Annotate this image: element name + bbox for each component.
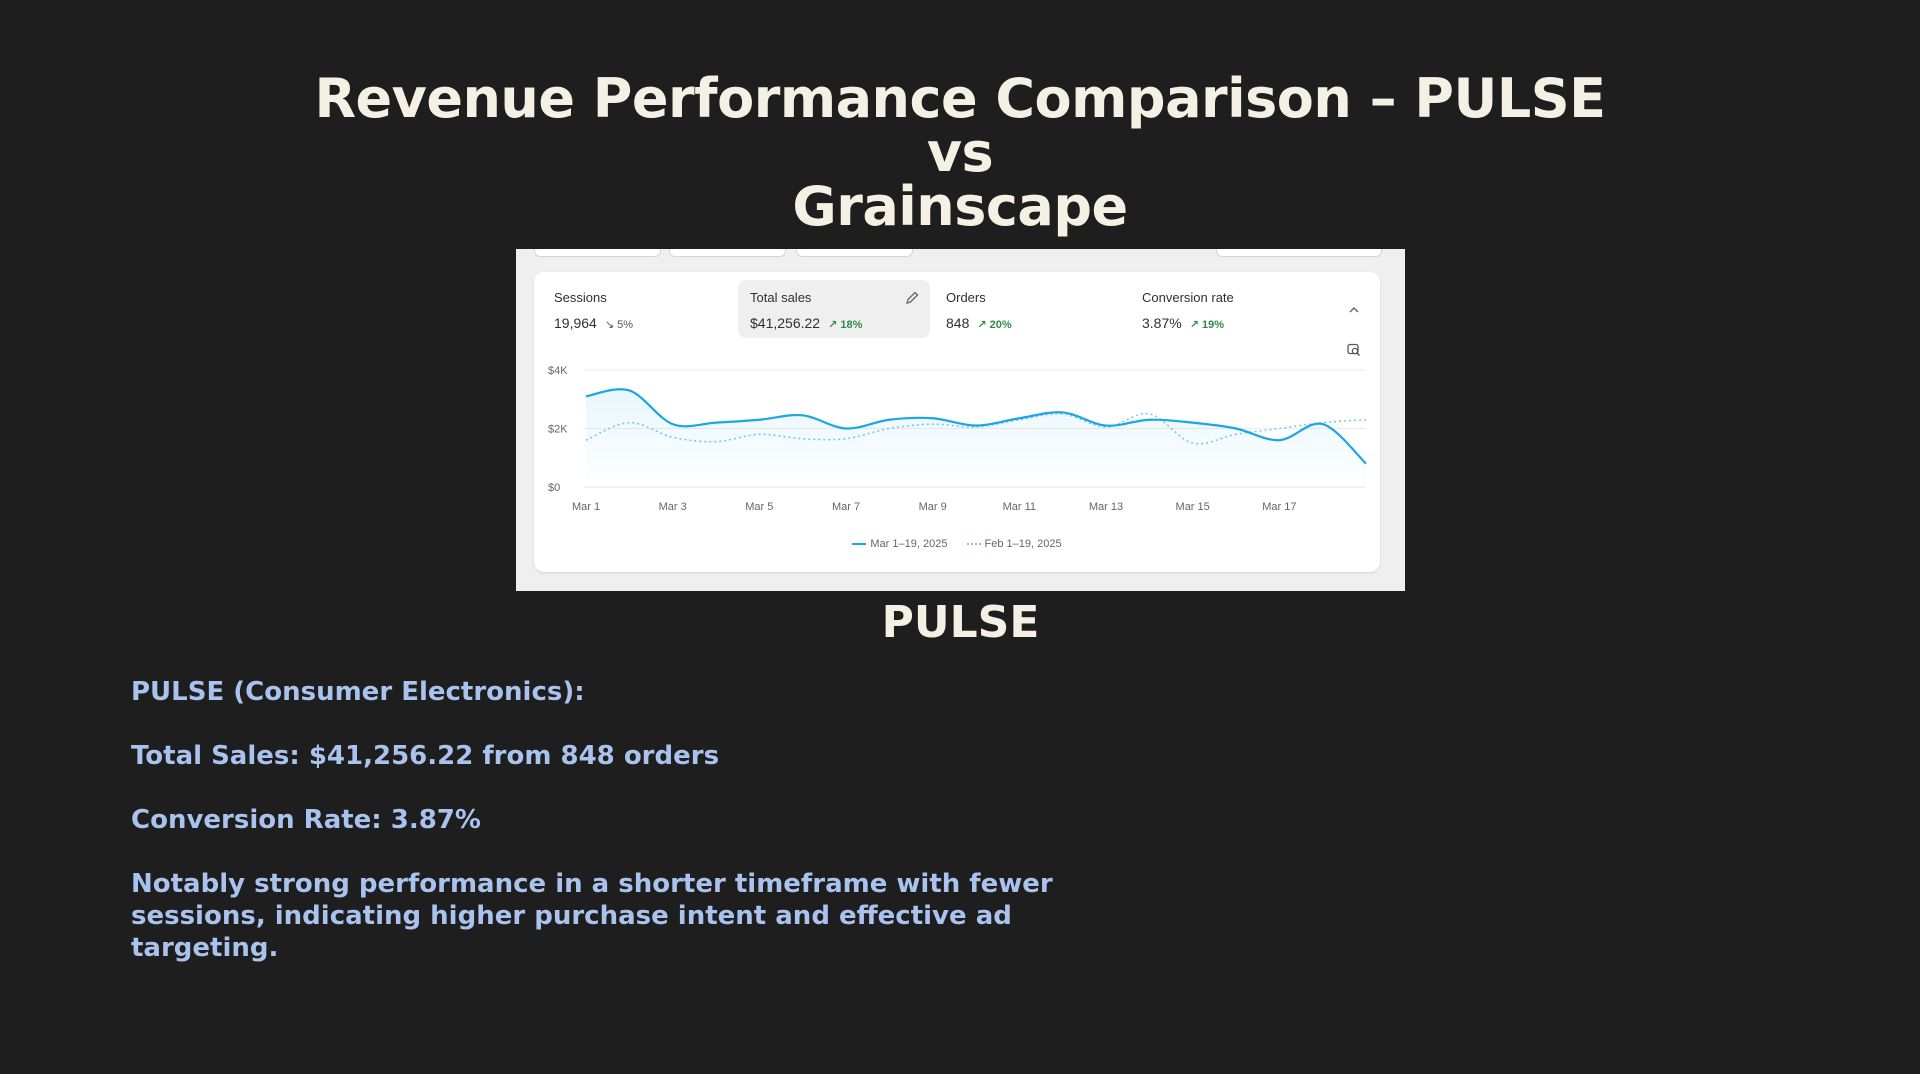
dotted-line-swatch: [966, 543, 981, 546]
slide-title: Revenue Performance Comparison – PULSE v…: [300, 72, 1620, 234]
x-tick-label: Mar 7: [832, 501, 860, 513]
legend-item-current[interactable]: Mar 1–19, 2025: [852, 538, 947, 550]
metric-total-sales[interactable]: Total sales $41,256.22 ↗ 18%: [738, 280, 930, 338]
notes-block: PULSE (Consumer Electronics): Total Sale…: [131, 676, 1231, 996]
magnifier-icon[interactable]: [1346, 342, 1362, 358]
x-tick-label: Mar 11: [1003, 501, 1036, 513]
solid-line-swatch: [852, 543, 867, 546]
x-tick-label: Mar 15: [1176, 501, 1210, 513]
metric-orders[interactable]: Orders 848 ↗ 20%: [934, 280, 1126, 338]
x-tick-label: Mar 17: [1262, 501, 1296, 513]
metric-change: ↗ 20%: [977, 319, 1012, 331]
legend-item-previous[interactable]: Feb 1–19, 2025: [966, 538, 1062, 550]
x-tick-label: Mar 3: [659, 501, 687, 513]
analytics-screenshot: Sessions 19,964 ↘ 5% Total sales $41,256.…: [516, 249, 1405, 591]
chevron-up-icon[interactable]: [1346, 302, 1362, 318]
metric-label: Total sales: [750, 290, 812, 305]
date-range-button[interactable]: [1216, 249, 1382, 257]
metric-sessions[interactable]: Sessions 19,964 ↘ 5%: [542, 280, 734, 338]
chart-legend: Mar 1–19, 2025 Feb 1–19, 2025: [534, 538, 1380, 550]
metric-value: 3.87%: [1142, 315, 1182, 331]
metric-label: Orders: [946, 290, 986, 305]
series-area-current: [586, 389, 1366, 487]
y-tick-label: $0: [548, 482, 560, 494]
metric-value: 848: [946, 315, 970, 331]
note-total-sales: Total Sales: $41,256.22 from 848 orders: [131, 741, 720, 771]
x-tick-label: Mar 9: [919, 501, 947, 513]
arrow-down-right-icon: ↘: [604, 319, 615, 331]
metric-conversion-rate[interactable]: Conversion rate 3.87% ↗ 19%: [1130, 280, 1322, 338]
filter-button[interactable]: [534, 249, 661, 257]
y-tick-label: $2K: [548, 424, 568, 436]
x-tick-label: Mar 5: [745, 501, 773, 513]
metric-change: ↘ 5%: [604, 319, 634, 331]
x-tick-label: Mar 1: [572, 501, 600, 513]
granularity-button[interactable]: [796, 249, 913, 257]
pencil-icon[interactable]: [904, 290, 920, 306]
x-tick-label: Mar 13: [1089, 501, 1123, 513]
metric-change: ↗ 18%: [828, 319, 863, 331]
note-heading: PULSE (Consumer Electronics):: [131, 677, 585, 707]
metric-change: ↗ 19%: [1189, 319, 1225, 331]
arrow-up-right-icon: ↗: [828, 319, 838, 331]
metric-label: Sessions: [554, 290, 607, 305]
compare-button[interactable]: [669, 249, 786, 257]
note-conversion-rate: Conversion Rate: 3.87%: [131, 805, 481, 835]
slide-title-line1: Revenue Performance Comparison – PULSE v…: [314, 67, 1606, 184]
sales-line-chart: $4K $2K $0 Mar 1 Mar 3 Mar 5 Mar 7 Mar 9 Mar 11 M…: [548, 365, 1367, 513]
metric-label: Conversion rate: [1142, 290, 1234, 305]
chart-caption: PULSE: [881, 597, 1040, 648]
metric-value: 19,964: [554, 315, 597, 331]
y-tick-label: $4K: [548, 365, 568, 377]
arrow-up-right-icon: ↗: [977, 319, 987, 331]
note-summary: Notably strong performance in a shorter …: [131, 869, 1053, 963]
slide-title-line2: Grainscape: [792, 175, 1128, 238]
metrics-card: Sessions 19,964 ↘ 5% Total sales $41,256.…: [534, 272, 1380, 572]
metric-value: $41,256.22: [750, 315, 821, 331]
series-line-current[interactable]: [585, 388, 1367, 465]
arrow-up-right-icon: ↗: [1189, 319, 1199, 331]
